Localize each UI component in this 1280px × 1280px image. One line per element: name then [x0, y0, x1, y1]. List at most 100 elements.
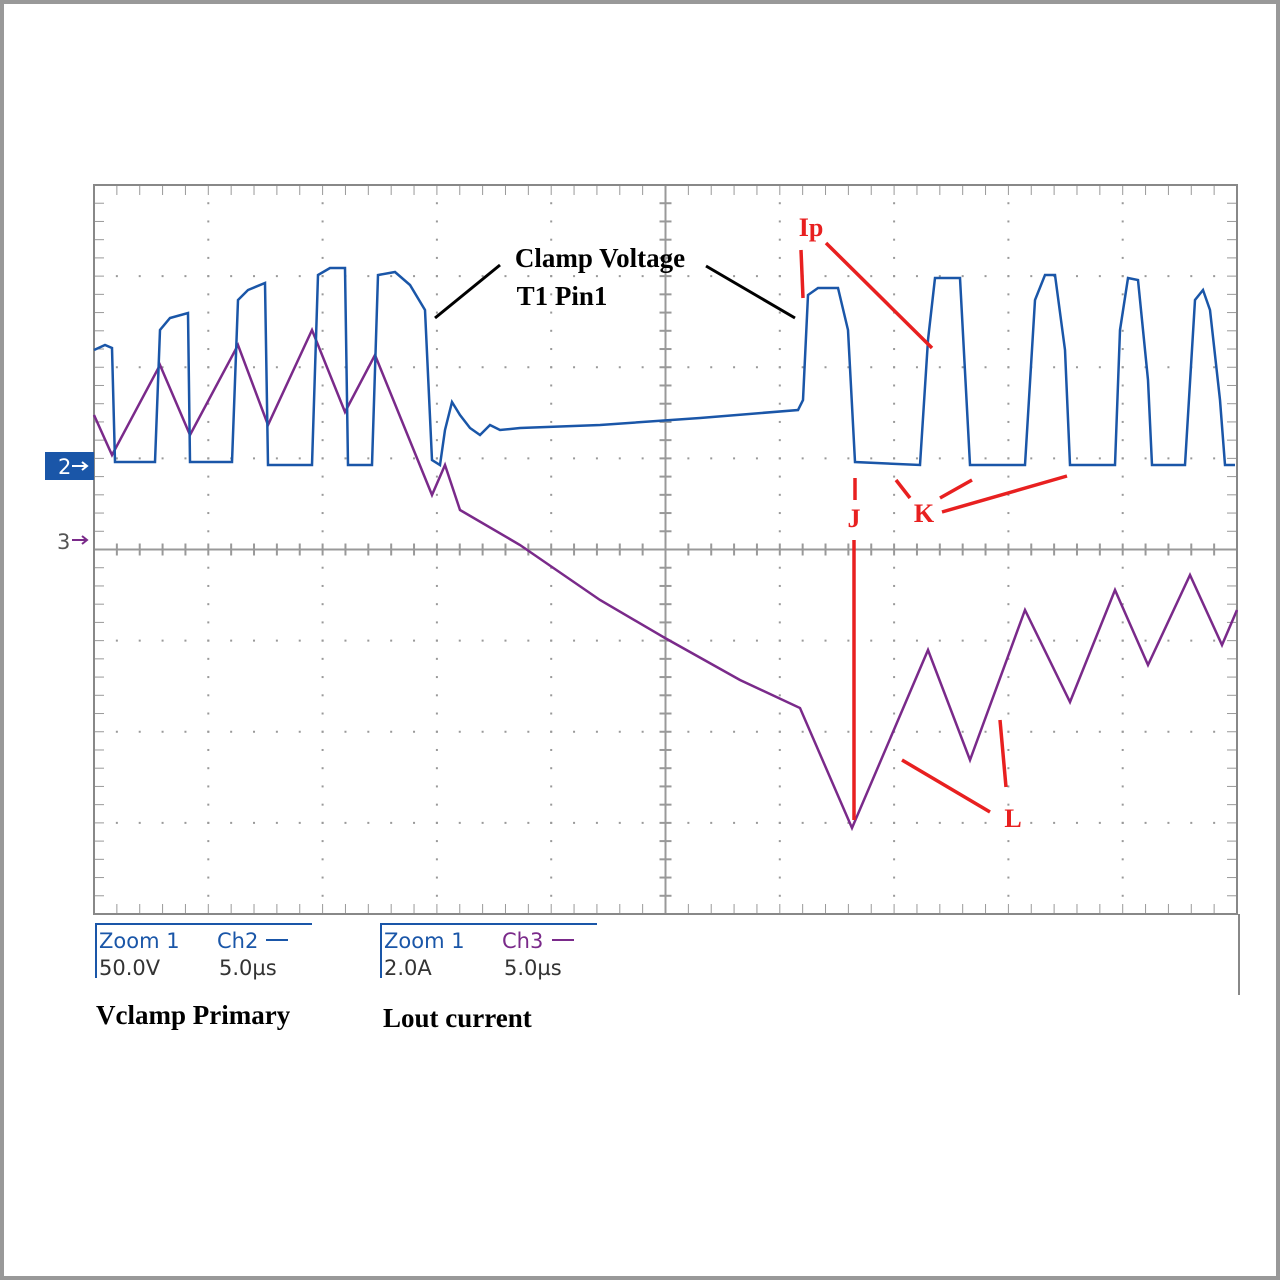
- graticule-mark: [253, 366, 256, 369]
- graticule-mark: [893, 202, 896, 205]
- graticule-mark: [321, 676, 324, 679]
- graticule-mark: [1053, 457, 1056, 460]
- graticule-mark: [618, 821, 621, 824]
- graticule-mark: [938, 366, 941, 369]
- graticule-mark: [435, 311, 438, 314]
- graticule-mark: [481, 730, 484, 733]
- graticule-mark: [573, 730, 576, 733]
- graticule-mark: [595, 821, 598, 824]
- graticule-mark: [1053, 821, 1056, 824]
- graticule-mark: [847, 275, 850, 278]
- graticule-mark: [893, 275, 896, 278]
- graticule-mark: [321, 366, 324, 369]
- graticule-mark: [207, 821, 210, 824]
- annotation: T1 Pin1: [517, 281, 608, 311]
- graticule-mark: [207, 639, 210, 642]
- graticule-mark: [298, 457, 301, 460]
- graticule-mark: [435, 603, 438, 606]
- graticule-mark: [1030, 275, 1033, 278]
- graticule-mark: [1075, 366, 1078, 369]
- graticule-mark: [915, 457, 918, 460]
- graticule-mark: [778, 785, 781, 788]
- graticule-mark: [435, 402, 438, 405]
- graticule-mark: [1190, 730, 1193, 733]
- graticule-mark: [321, 730, 324, 733]
- graticule-mark: [504, 366, 507, 369]
- graticule-mark: [550, 840, 553, 843]
- graticule-mark: [733, 366, 736, 369]
- graticule-mark: [641, 366, 644, 369]
- graticule-mark: [321, 238, 324, 241]
- graticule-mark: [230, 730, 233, 733]
- graticule-mark: [687, 730, 690, 733]
- graticule-mark: [1121, 202, 1124, 205]
- graticule-mark: [1121, 840, 1124, 843]
- graticule-mark: [573, 366, 576, 369]
- time: 5.0µs: [219, 956, 277, 980]
- graticule-mark: [1121, 293, 1124, 296]
- readout-1: Zoom 1 Ch2 50.0V 5.0µs Vclamp Primary: [95, 923, 312, 1030]
- annotation: Clamp Voltage: [515, 243, 685, 273]
- graticule-mark: [413, 639, 416, 642]
- graticule-mark: [755, 275, 758, 278]
- graticule-mark: [367, 639, 370, 642]
- graticule-mark: [778, 840, 781, 843]
- graticule-mark: [138, 457, 141, 460]
- leader-lines: [434, 263, 796, 320]
- graticule-mark: [207, 676, 210, 679]
- graticule-mark: [321, 566, 324, 569]
- graticule-mark: [458, 366, 461, 369]
- graticule-mark: [1007, 894, 1010, 897]
- red-markers: [799, 241, 1068, 820]
- caption: Vclamp Primary: [96, 1000, 291, 1030]
- graticule-mark: [390, 639, 393, 642]
- graticule-mark: [1098, 639, 1101, 642]
- graticule-mark: [527, 366, 530, 369]
- graticule-mark: [184, 730, 187, 733]
- graticule-mark: [893, 566, 896, 569]
- graticule-mark: [1190, 275, 1193, 278]
- graticule-mark: [321, 493, 324, 496]
- graticule-mark: [550, 694, 553, 697]
- graticule-mark: [1098, 821, 1101, 824]
- graticule-mark: [778, 512, 781, 515]
- graticule-mark: [253, 275, 256, 278]
- graticule-mark: [275, 821, 278, 824]
- graticule-mark: [801, 457, 804, 460]
- graticule-mark: [984, 457, 987, 460]
- graticule-mark: [710, 821, 713, 824]
- graticule-mark: [435, 584, 438, 587]
- graticule-mark: [755, 730, 758, 733]
- graticule-mark: [1098, 275, 1101, 278]
- graticule-mark: [1121, 785, 1124, 788]
- graticule-mark: [755, 457, 758, 460]
- graticule-mark: [618, 730, 621, 733]
- graticule-mark: [1144, 457, 1147, 460]
- graticule-mark: [435, 439, 438, 442]
- graticule-mark: [1053, 366, 1056, 369]
- graticule-mark: [1007, 584, 1010, 587]
- graticule-mark: [893, 348, 896, 351]
- graticule-mark: [618, 457, 621, 460]
- graticule-mark: [1075, 457, 1078, 460]
- graticule-mark: [481, 457, 484, 460]
- graticule-mark: [321, 657, 324, 660]
- graticule-mark: [435, 712, 438, 715]
- graticule-mark: [161, 457, 164, 460]
- graticule-mark: [184, 821, 187, 824]
- graticule-mark: [321, 694, 324, 697]
- graticule-mark: [1144, 821, 1147, 824]
- graticule-mark: [893, 894, 896, 897]
- graticule-mark: [321, 220, 324, 223]
- graticule-mark: [778, 858, 781, 861]
- graticule-mark: [961, 730, 964, 733]
- graticule-mark: [893, 475, 896, 478]
- graticule-mark: [321, 311, 324, 314]
- graticule-mark: [321, 439, 324, 442]
- graticule-mark: [778, 439, 781, 442]
- graticule-mark: [778, 420, 781, 423]
- graticule-mark: [321, 603, 324, 606]
- graticule-mark: [824, 730, 827, 733]
- graticule-mark: [1007, 730, 1010, 733]
- graticule-mark: [847, 457, 850, 460]
